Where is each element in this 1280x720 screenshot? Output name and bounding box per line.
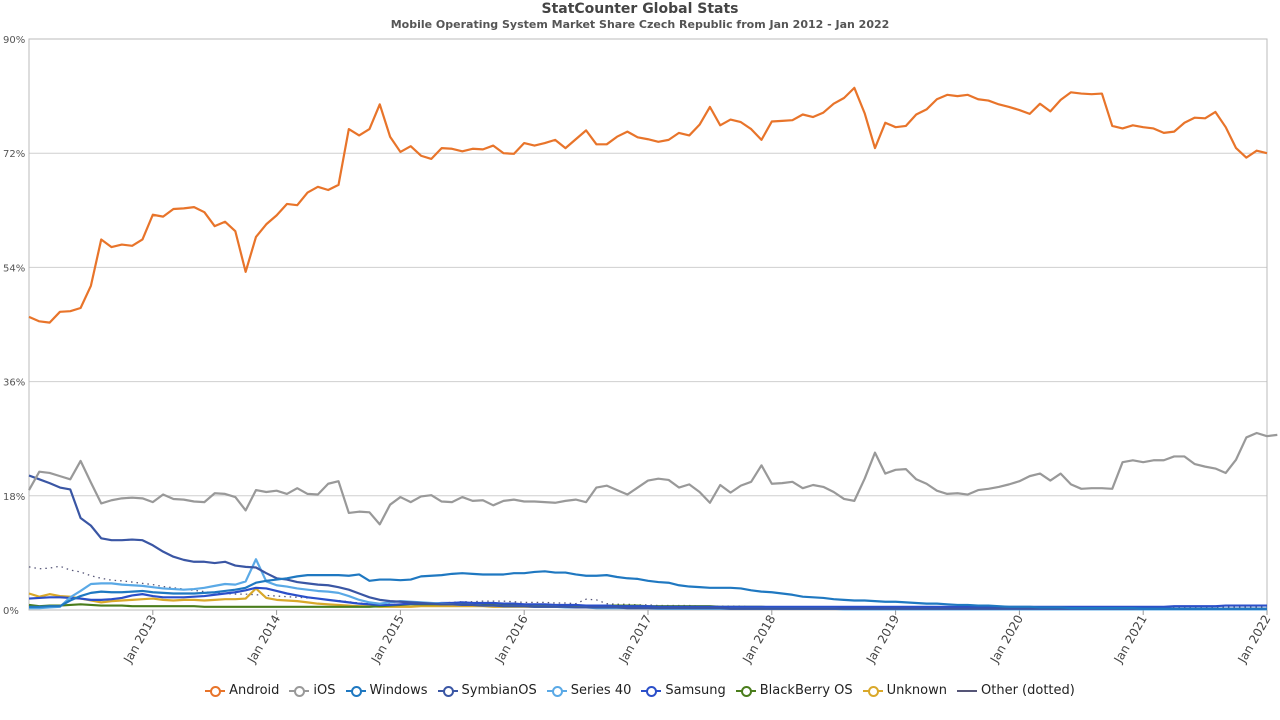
legend-item-samsung[interactable]: Samsung xyxy=(641,683,726,698)
legend-item-unknown[interactable]: Unknown xyxy=(862,683,947,698)
series-line-symbianos xyxy=(28,474,1267,610)
x-tick-label: Jan 2017 xyxy=(616,613,655,667)
series-line-ios xyxy=(28,431,1278,526)
x-tick-label: Jan 2016 xyxy=(492,613,531,667)
legend-swatch-icon xyxy=(862,685,883,697)
chart-legend: Android iOS Windows SymbianOS Series 40 Samsu… xyxy=(0,683,1280,701)
x-tick-label: Jan 2022 xyxy=(1235,613,1274,667)
legend-item-blackberry-os[interactable]: BlackBerry OS xyxy=(735,683,853,698)
legend-swatch-icon xyxy=(957,685,977,697)
legend-label: Android xyxy=(229,683,280,698)
legend-swatch-icon xyxy=(735,685,756,697)
y-tick-label: 36% xyxy=(3,378,25,389)
legend-swatch-icon xyxy=(546,685,567,697)
legend-swatch-icon xyxy=(289,685,310,697)
legend-item-windows[interactable]: Windows xyxy=(345,683,428,698)
legend-label: Series 40 xyxy=(570,683,632,698)
legend-item-ios[interactable]: iOS xyxy=(289,683,336,698)
y-tick-label: 72% xyxy=(3,149,25,160)
series-line-samsung xyxy=(28,586,1267,608)
legend-label: Unknown xyxy=(886,683,947,698)
x-tick-label: Jan 2021 xyxy=(1111,613,1150,667)
legend-label: BlackBerry OS xyxy=(759,683,853,698)
x-tick-label: Jan 2020 xyxy=(987,613,1026,667)
legend-item-android[interactable]: Android xyxy=(205,683,279,698)
y-tick-label: 90% xyxy=(3,35,25,46)
x-tick-label: Jan 2018 xyxy=(739,613,778,667)
series-line-other-dotted xyxy=(28,565,1267,608)
series-line-series-40 xyxy=(29,558,1267,611)
x-tick-label: Jan 2014 xyxy=(244,613,283,667)
series-line-windows xyxy=(29,570,1267,610)
plot-frame xyxy=(28,38,1268,611)
y-tick-label: 54% xyxy=(3,263,25,274)
legend-label: SymbianOS xyxy=(461,683,537,698)
legend-label: Samsung xyxy=(665,683,726,698)
legend-swatch-icon xyxy=(345,685,366,697)
legend-label: iOS xyxy=(313,683,336,698)
chart-title: StatCounter Global Stats xyxy=(541,1,739,17)
legend-item-symbianos[interactable]: SymbianOS xyxy=(437,683,537,698)
x-tick-label: Jan 2013 xyxy=(120,613,159,667)
legend-swatch-icon xyxy=(641,685,662,697)
legend-item-series-40[interactable]: Series 40 xyxy=(546,683,632,698)
series-line-android xyxy=(28,86,1268,324)
legend-label: Windows xyxy=(369,683,428,698)
x-tick-label: Jan 2015 xyxy=(368,613,407,667)
legend-label: Other (dotted) xyxy=(981,683,1075,698)
legend-swatch-icon xyxy=(205,685,226,697)
legend-swatch-icon xyxy=(437,685,458,697)
y-tick-label: 0% xyxy=(3,606,19,617)
x-tick-label: Jan 2019 xyxy=(863,613,902,667)
legend-item-other-dotted[interactable]: Other (dotted) xyxy=(957,683,1075,698)
chart-subtitle: Mobile Operating System Market Share Cze… xyxy=(390,18,890,31)
y-tick-label: 18% xyxy=(3,492,25,503)
